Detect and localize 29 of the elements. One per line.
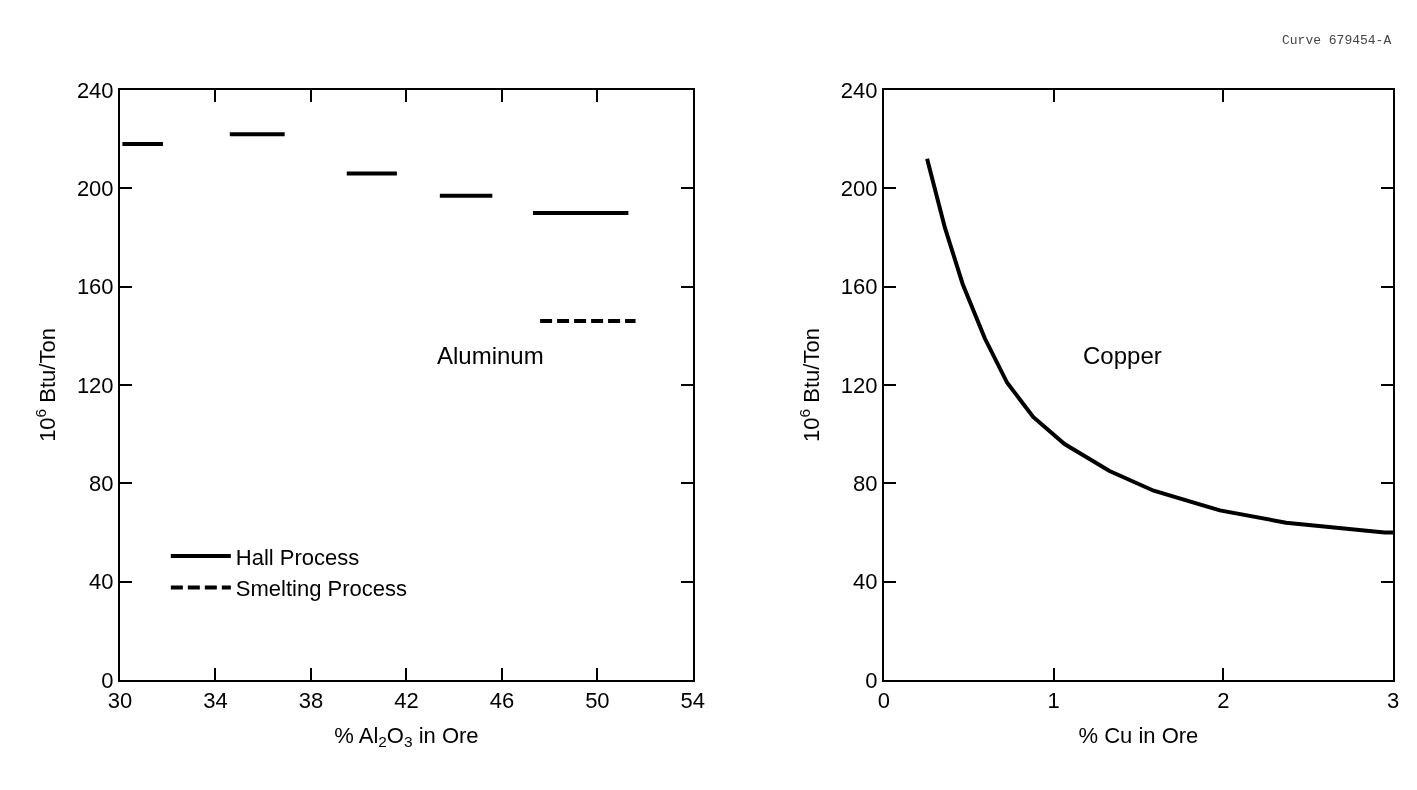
y-tick-label: 120	[840, 372, 878, 398]
legend-label: Hall Process	[235, 544, 360, 570]
legend-label: Smelting Process	[235, 576, 408, 602]
y-tick-label: 160	[840, 274, 878, 300]
x-tick-label: 3	[1386, 688, 1400, 714]
y-tick-label: 80	[852, 471, 878, 497]
y-tick-label: 40	[852, 569, 878, 595]
x-tick-label: 38	[298, 688, 324, 714]
x-tick-label: 54	[680, 688, 706, 714]
y-tick-label: 160	[76, 274, 114, 300]
y-tick-label: 80	[89, 471, 114, 497]
x-tick-label: 2	[1217, 688, 1230, 714]
y-tick-label: 240	[840, 77, 878, 103]
x-tick-label: 50	[585, 688, 610, 714]
annotation: Aluminum	[437, 342, 544, 369]
annotation: Copper	[1083, 342, 1162, 369]
y-tick-label: 200	[76, 176, 114, 202]
y-tick-label: 120	[76, 372, 114, 398]
x-axis-title: % Cu in Ore	[1078, 722, 1199, 748]
y-tick-label: 240	[76, 77, 114, 103]
x-tick-label: 1	[1047, 688, 1060, 714]
y-tick-label: 0	[865, 667, 878, 693]
y-tick-label: 200	[840, 176, 878, 202]
x-axis-title: % Al$_{2}$O$_{3}$ in Ore	[334, 722, 479, 751]
x-tick-label: 46	[489, 688, 515, 714]
x-tick-label: 42	[394, 688, 419, 714]
x-tick-label: 34	[203, 688, 228, 714]
y-tick-label: 40	[89, 569, 114, 595]
text: Curve 679454-A	[1282, 33, 1392, 48]
